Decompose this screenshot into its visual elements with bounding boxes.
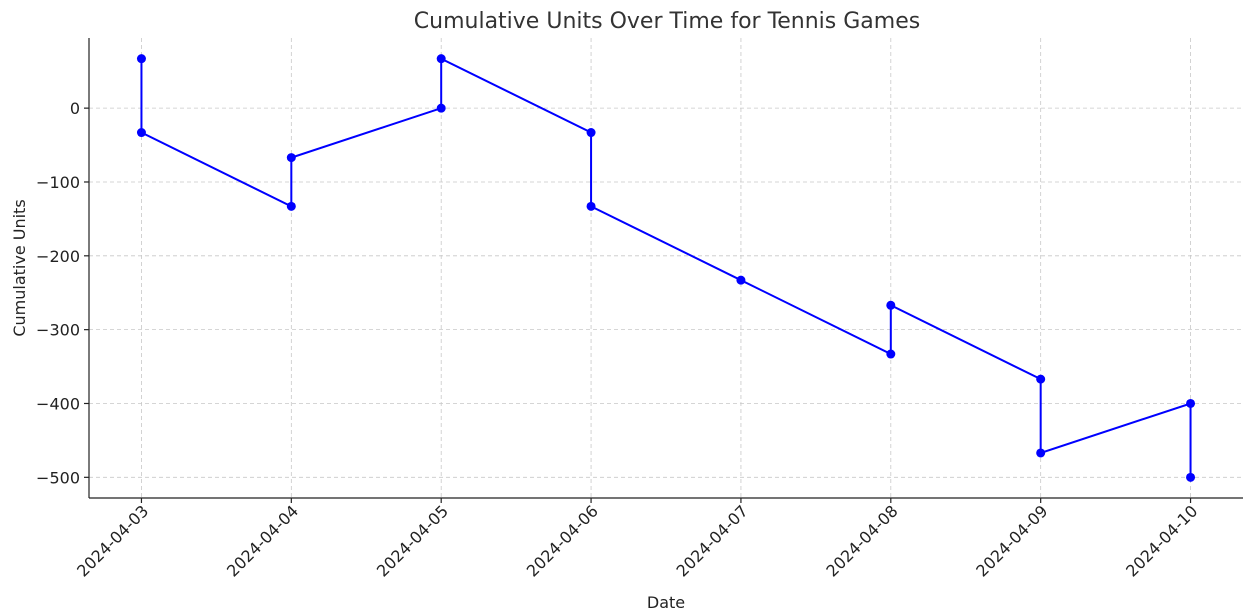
data-point <box>586 128 596 138</box>
x-tick-label: 2024-04-05 <box>373 501 452 580</box>
x-tick-label: 2024-04-04 <box>223 501 302 580</box>
chart-title: Cumulative Units Over Time for Tennis Ga… <box>414 9 920 34</box>
y-axis-label: Cumulative Units <box>10 199 29 336</box>
y-tick-label: −500 <box>36 468 80 487</box>
data-point <box>1036 374 1046 384</box>
x-tick-label: 2024-04-06 <box>523 501 602 580</box>
y-tick-label: 0 <box>70 99 80 118</box>
x-tick-label: 2024-04-08 <box>822 501 901 580</box>
y-tick-label: −300 <box>36 321 80 340</box>
data-point <box>436 54 446 64</box>
x-tick-label: 2024-04-10 <box>1122 501 1201 580</box>
y-tick-label: −100 <box>36 173 80 192</box>
data-point <box>886 349 896 359</box>
data-point <box>136 54 146 64</box>
y-tick-label: −400 <box>36 394 80 413</box>
data-point <box>436 103 446 113</box>
data-point <box>886 300 896 310</box>
x-axis-label: Date <box>647 593 685 612</box>
data-point <box>286 153 296 163</box>
x-tick-label: 2024-04-09 <box>972 501 1051 580</box>
x-tick-label: 2024-04-07 <box>673 501 752 580</box>
x-tick-label: 2024-04-03 <box>73 501 152 580</box>
data-point <box>136 128 146 138</box>
data-point <box>286 201 296 211</box>
data-point <box>1186 472 1196 482</box>
data-point <box>1186 398 1196 408</box>
data-point <box>586 201 596 211</box>
data-point <box>1036 448 1046 458</box>
data-point <box>736 275 746 285</box>
data-line <box>140 57 1192 478</box>
y-tick-label: −200 <box>36 247 80 266</box>
